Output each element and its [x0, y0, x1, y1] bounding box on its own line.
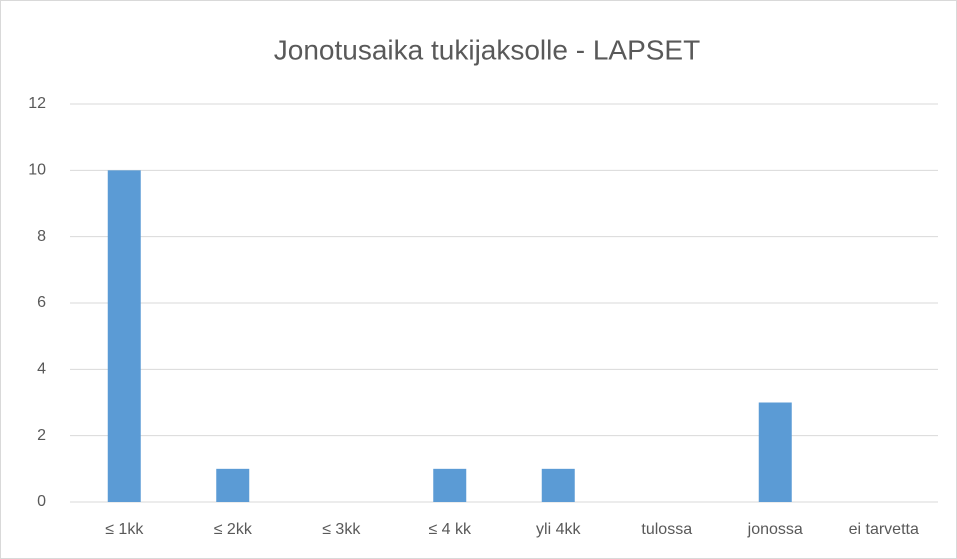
chart-title: Jonotusaika tukijaksolle - LAPSET	[274, 34, 700, 65]
x-tick-label: ≤ 4 kk	[428, 521, 472, 538]
bar	[541, 468, 575, 502]
y-tick-label: 6	[37, 294, 46, 311]
bar	[758, 402, 792, 502]
x-tick-label: tulossa	[641, 521, 692, 538]
y-tick-label: 10	[28, 162, 46, 179]
x-tick-label: ≤ 1kk	[105, 521, 144, 538]
bar	[433, 468, 467, 502]
x-tick-label: ei tarvetta	[849, 521, 919, 538]
y-tick-label: 12	[28, 95, 46, 112]
x-tick-label: yli 4kk	[536, 521, 581, 538]
y-tick-label: 8	[37, 228, 46, 245]
bar	[216, 468, 250, 502]
y-tick-label: 2	[37, 427, 46, 444]
x-tick-label: ≤ 2kk	[214, 521, 253, 538]
x-tick-label: jonossa	[747, 521, 803, 538]
y-tick-label: 4	[37, 361, 46, 378]
bar	[107, 170, 141, 503]
x-tick-label: ≤ 3kk	[322, 521, 361, 538]
y-tick-label: 0	[37, 493, 46, 510]
